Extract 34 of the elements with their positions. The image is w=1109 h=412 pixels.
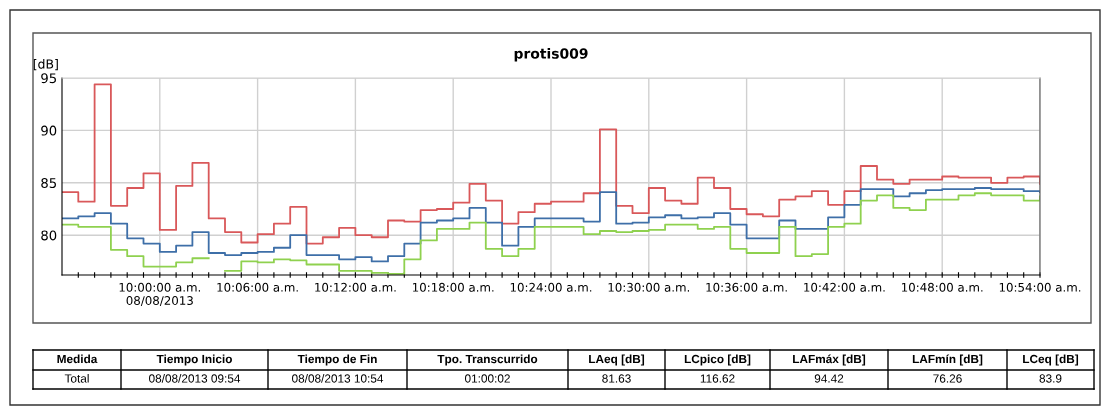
y-tick-label: 85: [41, 178, 56, 188]
text: Tiempo Inicio: [156, 354, 232, 366]
text: Medida: [57, 354, 98, 364]
text: 01:00:02: [464, 374, 510, 383]
text: 116.62: [700, 374, 735, 383]
text: 08/08/2013 10:54: [292, 374, 384, 383]
text: Total: [64, 374, 89, 383]
text: Tiempo de Fin: [297, 354, 377, 366]
x-tick-label: 10:54:00 a.m.: [999, 282, 1081, 292]
text: LAeq [dB]: [589, 354, 645, 366]
x-tick-label: 10:12:00 a.m.: [315, 282, 396, 292]
chart-title: protis009: [514, 48, 588, 62]
x-tick-label: 10:00:00 a.m. 08/08/2013: [119, 282, 201, 306]
x-tick-label: 10:18:00 a.m.: [412, 282, 494, 292]
text: LAFmáx [dB]: [793, 354, 866, 366]
y-tick-label: 80: [41, 230, 57, 241]
text: 94.42: [814, 374, 844, 383]
x-tick-label: 10:36:00 a.m.: [706, 282, 787, 292]
text: 76.26: [933, 374, 962, 383]
text: 08/08/2013 09:54: [149, 374, 241, 383]
y-axis-title: [dB]: [33, 59, 58, 71]
y-tick-label: 95: [41, 73, 56, 84]
text: 83.9: [1039, 374, 1062, 383]
x-tick-label: 10:06:00 a.m.: [217, 282, 298, 292]
x-tick-label: 10:48:00 a.m.: [901, 282, 983, 292]
text: LCeq [dB]: [1023, 354, 1079, 366]
x-tick-label: 10:42:00 a.m.: [804, 282, 885, 292]
text: LCpico [dB]: [684, 354, 751, 366]
text: Tpo. Transcurrido: [437, 354, 538, 366]
text: LAFmín [dB]: [912, 354, 983, 366]
text: 81.63: [602, 374, 631, 383]
y-tick-label: 90: [41, 125, 57, 136]
x-tick-label: 10:24:00 a.m.: [510, 282, 592, 292]
x-tick-label: 10:30:00 a.m.: [608, 282, 690, 292]
